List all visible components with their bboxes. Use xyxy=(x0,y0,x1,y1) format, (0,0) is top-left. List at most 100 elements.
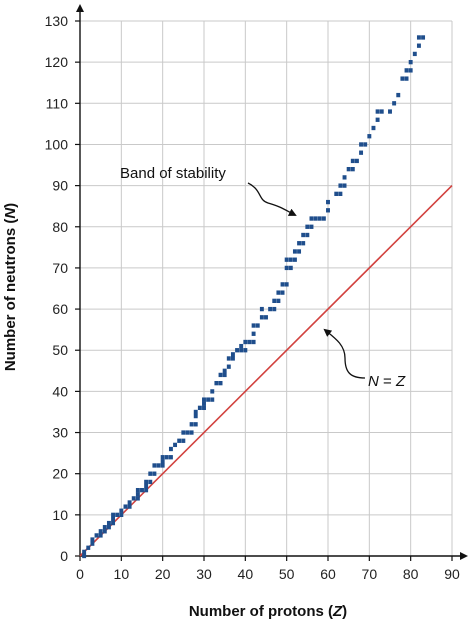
tick-labels: 0 10 20 30 40 50 60 70 80 90 0 10 20 30 40 50 60 70 80 90 10… xyxy=(45,13,460,582)
n-equals-z-arrow xyxy=(323,328,366,379)
y-tick-label-130: 130 xyxy=(45,13,69,29)
stable-nucleus-point xyxy=(276,290,281,295)
stable-nucleus-point xyxy=(168,455,173,460)
stable-nucleus-point xyxy=(98,533,103,538)
stable-nucleus-point xyxy=(202,401,206,406)
stable-nucleus-point xyxy=(400,76,405,81)
stable-nucleus-point xyxy=(280,282,285,287)
stable-nucleus-point xyxy=(123,504,128,509)
stable-nucleus-point xyxy=(288,265,293,271)
stable-nucleus-point xyxy=(144,479,149,485)
stable-nucleus-point xyxy=(94,533,99,538)
band-of-stability-series xyxy=(82,35,426,559)
stable-nucleus-point xyxy=(173,442,178,448)
stable-nucleus-point xyxy=(297,241,302,246)
x-tick-label-40: 40 xyxy=(238,566,254,582)
stable-nucleus-point xyxy=(354,158,359,164)
stable-nucleus-point xyxy=(160,463,165,468)
stable-nucleus-point xyxy=(342,175,347,180)
series-layer xyxy=(79,35,453,559)
stable-nucleus-point xyxy=(350,166,355,172)
stable-nucleus-point xyxy=(309,224,314,229)
y-tick-label-90: 90 xyxy=(52,178,68,194)
stable-nucleus-point xyxy=(268,306,273,312)
stable-nucleus-point xyxy=(251,323,256,328)
stable-nucleus-point xyxy=(193,409,198,415)
stable-nucleus-point xyxy=(305,224,310,229)
annotations: Band of stability N = Z xyxy=(120,165,406,390)
x-tick-label-0: 0 xyxy=(76,566,84,582)
y-tick-label-10: 10 xyxy=(52,507,68,523)
stable-nucleus-point xyxy=(98,529,103,534)
stable-nucleus-point xyxy=(135,492,140,497)
y-tick-label-120: 120 xyxy=(45,54,69,70)
stable-nucleus-point xyxy=(392,101,397,106)
stable-nucleus-point xyxy=(222,372,227,378)
y-tick-label-100: 100 xyxy=(45,136,69,152)
stable-nucleus-point xyxy=(115,512,120,518)
stable-nucleus-point xyxy=(214,380,219,386)
x-tick-label-70: 70 xyxy=(362,566,378,582)
stable-nucleus-point xyxy=(106,520,111,526)
stable-nucleus-point xyxy=(416,43,421,48)
stable-nucleus-point xyxy=(160,455,165,460)
stable-nucleus-point xyxy=(127,504,132,509)
stable-nucleus-point xyxy=(127,500,132,505)
stable-nucleus-point xyxy=(396,92,401,98)
stable-nucleus-point xyxy=(259,315,264,320)
stable-nucleus-point xyxy=(251,339,256,345)
stable-nucleus-point xyxy=(86,545,91,550)
stable-nucleus-point xyxy=(152,463,157,468)
stable-nucleus-point xyxy=(255,323,260,328)
stable-nucleus-point xyxy=(416,35,421,40)
stable-nucleus-point xyxy=(189,422,194,427)
stable-nucleus-point xyxy=(168,446,173,452)
stable-nucleus-point xyxy=(276,298,281,304)
stable-nucleus-point xyxy=(144,487,149,493)
stable-nucleus-point xyxy=(193,413,198,419)
stable-nucleus-point xyxy=(230,356,235,361)
stable-nucleus-point xyxy=(421,35,426,40)
x-tick-label-50: 50 xyxy=(279,566,295,582)
stable-nucleus-point xyxy=(119,512,124,518)
stable-nucleus-point xyxy=(160,459,165,464)
stable-nucleus-point xyxy=(301,232,306,238)
stable-nucleus-point xyxy=(235,348,240,353)
y-tick-label-60: 60 xyxy=(52,301,68,317)
stable-nucleus-point xyxy=(272,298,277,304)
stable-nucleus-point xyxy=(111,520,116,526)
stable-nucleus-point xyxy=(388,109,392,114)
stable-nucleus-point xyxy=(111,516,116,522)
stable-nucleus-point xyxy=(82,549,87,555)
y-tick-label-0: 0 xyxy=(60,548,68,564)
stable-nucleus-point xyxy=(210,397,215,402)
stable-nucleus-point xyxy=(226,356,231,361)
y-tick-label-80: 80 xyxy=(52,219,68,235)
stable-nucleus-point xyxy=(404,76,409,81)
stable-nucleus-point xyxy=(259,306,264,312)
x-tick-label-30: 30 xyxy=(196,566,212,582)
stable-nucleus-point xyxy=(164,455,169,460)
stable-nucleus-point xyxy=(346,166,351,172)
stable-nucleus-point xyxy=(375,117,380,122)
stable-nucleus-point xyxy=(193,422,198,427)
stable-nucleus-point xyxy=(375,109,380,114)
stable-nucleus-point xyxy=(313,216,318,221)
stable-nucleus-point xyxy=(243,339,248,345)
stable-nucleus-point xyxy=(90,541,95,546)
stable-nucleus-point xyxy=(280,290,285,295)
stable-nucleus-point xyxy=(292,249,297,254)
y-tick-label-50: 50 xyxy=(52,342,68,358)
stable-nucleus-point xyxy=(148,479,153,485)
y-tick-label-30: 30 xyxy=(52,425,68,441)
stable-nucleus-point xyxy=(247,339,252,345)
stable-nucleus-point xyxy=(82,553,87,559)
stable-nucleus-point xyxy=(284,265,289,271)
stable-nucleus-point xyxy=(301,241,306,246)
stable-nucleus-point xyxy=(202,405,206,411)
stable-nucleus-point xyxy=(326,199,330,205)
y-tick-label-40: 40 xyxy=(52,383,68,399)
stable-nucleus-point xyxy=(185,430,190,435)
stable-nucleus-point xyxy=(218,372,223,378)
